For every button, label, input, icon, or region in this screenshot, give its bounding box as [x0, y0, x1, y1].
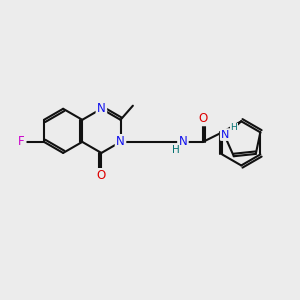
Text: N: N [97, 102, 106, 115]
Text: N: N [116, 135, 125, 148]
Text: H: H [172, 145, 179, 155]
Text: N: N [178, 134, 187, 148]
Text: O: O [97, 169, 106, 182]
Text: H: H [230, 123, 237, 132]
Text: F: F [18, 135, 25, 148]
Text: O: O [198, 112, 208, 125]
Text: N: N [221, 130, 230, 140]
